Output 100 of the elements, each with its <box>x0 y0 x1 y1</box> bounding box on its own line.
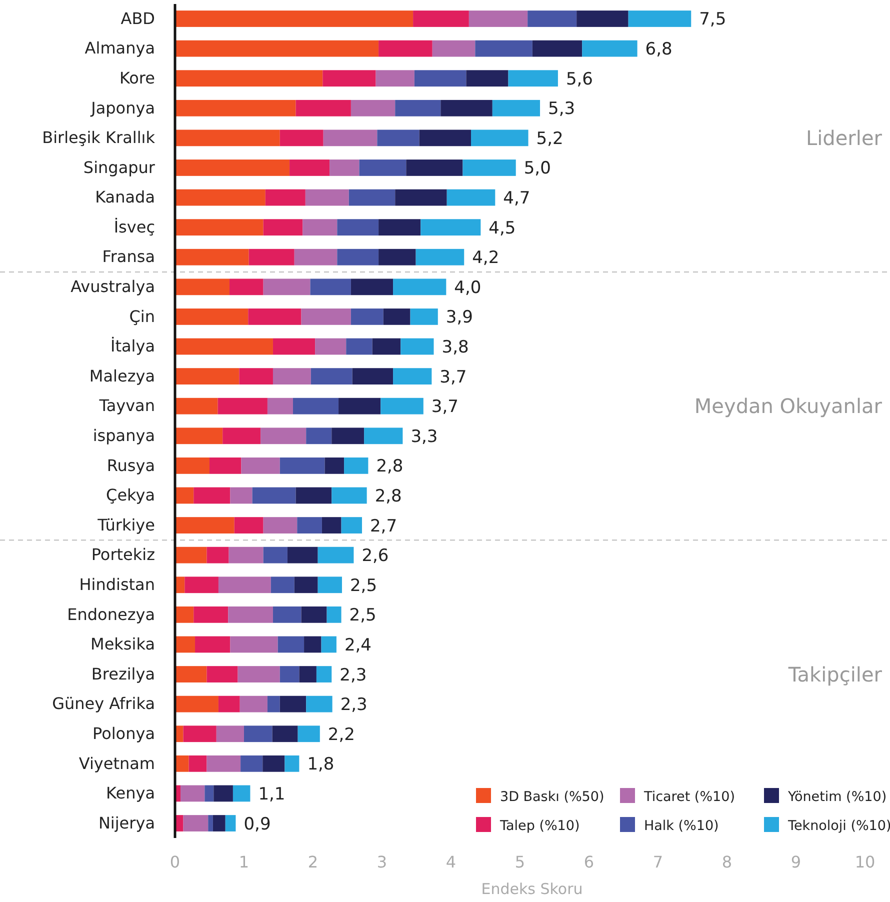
x-tick-label: 1 <box>238 852 250 872</box>
bar <box>183 726 216 742</box>
total-label: 0,9 <box>244 814 271 834</box>
y-tick-label: İsveç <box>114 217 155 236</box>
bar <box>393 278 446 296</box>
bar <box>175 517 234 534</box>
bar <box>175 606 194 623</box>
bar <box>216 726 244 742</box>
annotation: Liderler <box>806 126 883 150</box>
bar <box>175 130 280 146</box>
bar <box>471 130 528 146</box>
y-tick-label: Fransa <box>102 247 155 266</box>
bar <box>318 576 342 594</box>
bar <box>294 576 318 594</box>
bar <box>175 219 264 236</box>
bar <box>280 130 324 146</box>
bar <box>267 398 293 414</box>
bar <box>230 278 264 296</box>
bar <box>184 576 218 594</box>
bar <box>284 755 300 772</box>
bar <box>208 815 213 832</box>
bar <box>175 338 273 355</box>
bar <box>306 428 332 444</box>
y-tick-label: Çin <box>129 306 155 326</box>
total-label: 2,8 <box>376 456 404 477</box>
x-tick-label: 9 <box>790 852 802 872</box>
bar <box>304 636 322 653</box>
bar <box>228 546 264 564</box>
y-tick-label: Kenya <box>106 784 155 803</box>
bar <box>232 785 250 802</box>
bar <box>272 368 311 384</box>
bar <box>310 278 351 296</box>
annotation: Meydan Okuyanlar <box>694 394 883 418</box>
bar <box>462 160 516 176</box>
bar <box>395 100 441 116</box>
bar <box>350 278 394 296</box>
y-tick-label: Hindistan <box>79 575 155 594</box>
bar <box>318 546 354 564</box>
legend-label: Ticaret (%10) <box>643 789 735 805</box>
bar <box>297 517 322 534</box>
bar <box>380 398 424 414</box>
y-tick-label: Singapur <box>83 158 156 177</box>
y-tick-label: Meksika <box>90 634 155 654</box>
total-label: 3,7 <box>440 367 467 388</box>
x-tick-label: 2 <box>308 852 318 872</box>
bar <box>272 338 316 355</box>
bar <box>290 160 330 176</box>
bar <box>262 755 285 772</box>
bar <box>280 666 300 682</box>
total-label: 3,7 <box>431 397 458 418</box>
bar <box>263 546 288 564</box>
total-label: 1,8 <box>307 754 334 775</box>
bar <box>315 338 346 355</box>
bar <box>316 666 332 682</box>
bar <box>383 308 410 325</box>
bar <box>175 160 290 176</box>
bar <box>576 10 628 27</box>
total-label: 3,8 <box>442 338 469 358</box>
bar <box>175 70 323 87</box>
bar <box>194 487 230 504</box>
bar <box>175 755 189 772</box>
total-label: 5,3 <box>548 99 576 120</box>
x-tick-label: 5 <box>514 852 526 872</box>
total-label: 3,3 <box>410 426 438 447</box>
bar <box>175 636 196 653</box>
bar <box>420 219 481 236</box>
y-tick-label: Portekiz <box>91 545 155 564</box>
y-tick-label: Rusya <box>106 456 155 475</box>
bar <box>175 368 240 384</box>
legend-label: Talep (%10) <box>499 818 580 834</box>
bar <box>267 696 280 712</box>
bar <box>432 40 476 57</box>
y-tick-label: Almanya <box>84 38 155 58</box>
y-tick-label: Güney Afrika <box>52 694 155 714</box>
x-tick-label: 4 <box>446 852 456 872</box>
x-tick-label: 8 <box>722 852 732 872</box>
bar <box>400 338 434 355</box>
bar <box>175 428 223 444</box>
bar <box>218 398 268 414</box>
total-label: 5,2 <box>536 128 564 149</box>
total-label: 1,1 <box>258 784 286 804</box>
bar <box>332 428 364 444</box>
x-tick-label: 6 <box>584 852 594 872</box>
y-tick-label: Japonya <box>90 98 155 118</box>
bar <box>322 70 376 87</box>
total-label: 2,3 <box>340 665 367 686</box>
x-tick-label: 7 <box>652 852 664 872</box>
bar <box>188 755 207 772</box>
bar <box>222 428 261 444</box>
y-tick-label: Endonezya <box>67 604 155 624</box>
total-label: 4,7 <box>503 188 530 209</box>
total-label: 2,5 <box>349 606 376 626</box>
bar <box>180 785 205 802</box>
bar <box>175 40 379 57</box>
total-label: 3,9 <box>446 308 473 328</box>
y-tick-label: İtalya <box>110 336 155 356</box>
bar <box>206 666 238 682</box>
bar <box>183 815 208 832</box>
legend-label: Yönetim (%10) <box>787 789 887 805</box>
y-tick-label: Kore <box>119 68 155 88</box>
